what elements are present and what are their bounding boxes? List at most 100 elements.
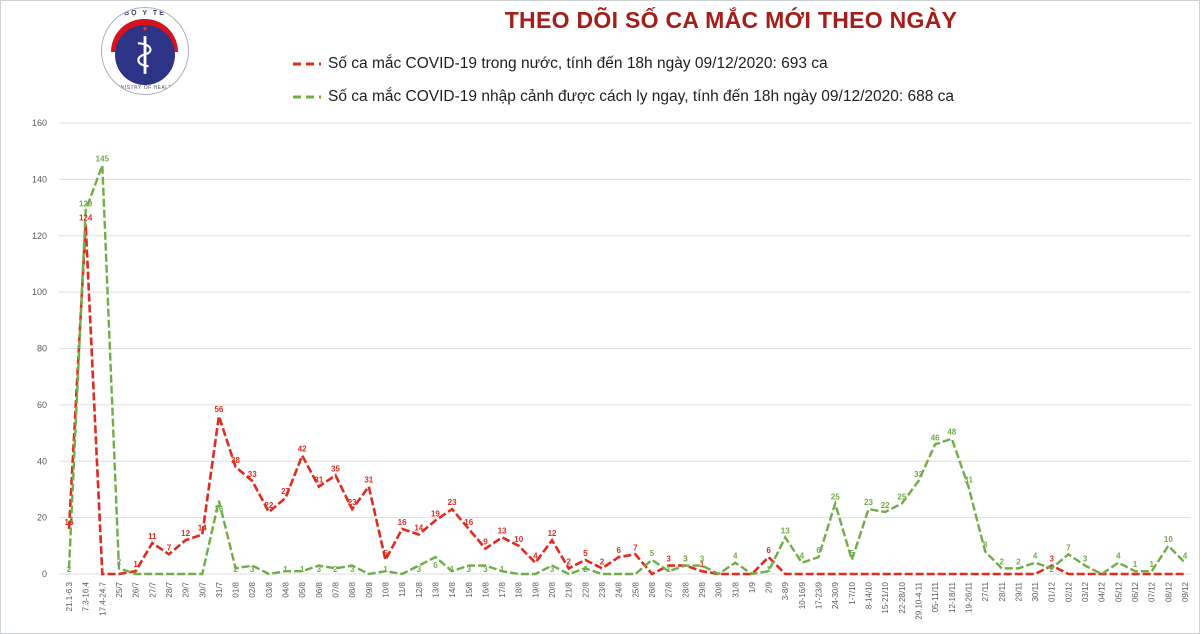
svg-text:145: 145 xyxy=(96,154,110,163)
svg-text:10-16/9: 10-16/9 xyxy=(798,581,807,609)
svg-text:25: 25 xyxy=(831,493,840,502)
page-title: THEO DÕI SỐ CA MẮC MỚI THEO NGÀY xyxy=(504,7,958,33)
red-dashed-line-icon xyxy=(293,62,321,66)
svg-text:3: 3 xyxy=(250,565,255,574)
svg-text:2: 2 xyxy=(67,565,72,574)
svg-text:26: 26 xyxy=(214,505,223,514)
svg-text:09/12: 09/12 xyxy=(1181,581,1190,602)
svg-text:30/7: 30/7 xyxy=(198,581,207,597)
svg-text:02/12: 02/12 xyxy=(1064,581,1073,602)
svg-text:17-23/9: 17-23/9 xyxy=(815,581,824,609)
svg-text:1: 1 xyxy=(283,565,288,574)
svg-text:38: 38 xyxy=(231,456,240,465)
svg-text:3: 3 xyxy=(1083,555,1088,564)
svg-text:2: 2 xyxy=(1050,565,1055,574)
svg-text:19/8: 19/8 xyxy=(531,581,540,597)
svg-text:33: 33 xyxy=(248,470,257,479)
svg-text:31: 31 xyxy=(364,476,373,485)
svg-text:6: 6 xyxy=(433,561,438,570)
rod-of-asclepius-icon xyxy=(137,36,152,74)
svg-text:21.1-6.3: 21.1-6.3 xyxy=(65,581,74,611)
logo-ring: BỘ Y TẾ ★ MINISTRY OF HEALTH xyxy=(101,7,189,95)
svg-text:3: 3 xyxy=(683,555,688,564)
svg-text:3: 3 xyxy=(683,555,688,564)
svg-text:12: 12 xyxy=(181,529,190,538)
svg-text:3: 3 xyxy=(666,555,671,564)
svg-text:3: 3 xyxy=(350,565,355,574)
legend-label-domestic: Số ca mắc COVID-19 trong nước, tính đến … xyxy=(328,55,828,72)
svg-text:04/12: 04/12 xyxy=(1098,581,1107,602)
svg-text:3: 3 xyxy=(550,565,555,574)
logo-navy-circle xyxy=(115,25,175,85)
svg-text:30/8: 30/8 xyxy=(715,581,724,597)
svg-text:3: 3 xyxy=(417,565,422,574)
svg-text:46: 46 xyxy=(931,433,940,442)
svg-text:33: 33 xyxy=(914,470,923,479)
svg-text:1/9: 1/9 xyxy=(748,581,757,593)
svg-text:07/8: 07/8 xyxy=(332,581,341,597)
legend-item-imported: Số ca mắc COVID-19 nhập cảnh được cách l… xyxy=(293,84,954,110)
svg-text:05-11/11: 05-11/11 xyxy=(931,581,940,612)
svg-text:27/7: 27/7 xyxy=(148,581,157,597)
svg-text:23: 23 xyxy=(348,498,357,507)
svg-text:7: 7 xyxy=(1066,543,1071,552)
svg-text:22: 22 xyxy=(264,501,273,510)
svg-text:10: 10 xyxy=(514,535,523,544)
svg-text:22/8: 22/8 xyxy=(581,581,590,597)
svg-text:09/8: 09/8 xyxy=(365,581,374,597)
svg-text:8: 8 xyxy=(983,540,988,549)
green-dashed-line-icon xyxy=(293,95,321,99)
svg-text:3-8/9: 3-8/9 xyxy=(781,581,790,600)
svg-text:20: 20 xyxy=(37,513,47,523)
legend-item-domestic: Số ca mắc COVID-19 trong nước, tính đến … xyxy=(293,51,954,77)
svg-text:27/11: 27/11 xyxy=(981,581,990,601)
svg-text:1: 1 xyxy=(133,560,138,569)
svg-text:16: 16 xyxy=(398,518,407,527)
svg-text:14: 14 xyxy=(198,524,207,533)
svg-text:16/8: 16/8 xyxy=(481,581,490,597)
svg-text:160: 160 xyxy=(32,118,47,128)
svg-text:4: 4 xyxy=(533,552,538,561)
svg-text:29.10-4.11: 29.10-4.11 xyxy=(914,581,923,619)
svg-text:1: 1 xyxy=(300,565,305,574)
svg-text:56: 56 xyxy=(214,405,223,414)
svg-text:1: 1 xyxy=(383,565,388,574)
svg-text:21/8: 21/8 xyxy=(565,581,574,597)
legend: Số ca mắc COVID-19 trong nước, tính đến … xyxy=(293,51,954,117)
svg-text:05/12: 05/12 xyxy=(1114,581,1123,602)
svg-text:100: 100 xyxy=(32,287,47,297)
svg-text:60: 60 xyxy=(37,400,47,410)
svg-text:13/8: 13/8 xyxy=(431,581,440,597)
svg-text:29/7: 29/7 xyxy=(182,581,191,597)
svg-text:10/8: 10/8 xyxy=(381,581,390,597)
svg-text:06/8: 06/8 xyxy=(315,581,324,597)
svg-text:31/8: 31/8 xyxy=(731,581,740,597)
svg-text:05/8: 05/8 xyxy=(298,581,307,597)
svg-text:26/8: 26/8 xyxy=(648,581,657,597)
svg-text:4: 4 xyxy=(800,552,805,561)
svg-text:40: 40 xyxy=(37,456,47,466)
svg-text:1: 1 xyxy=(766,565,771,574)
logo-top-text: BỘ Y TẾ xyxy=(124,10,166,17)
svg-text:14/8: 14/8 xyxy=(448,581,457,597)
svg-text:11: 11 xyxy=(148,532,157,541)
svg-text:1: 1 xyxy=(450,565,455,574)
svg-text:20/8: 20/8 xyxy=(548,581,557,597)
svg-text:02/8: 02/8 xyxy=(248,581,257,597)
ministry-of-health-logo: BỘ Y TẾ ★ MINISTRY OF HEALTH xyxy=(101,7,189,95)
svg-text:23: 23 xyxy=(864,498,873,507)
svg-text:31: 31 xyxy=(314,476,323,485)
svg-text:25/8: 25/8 xyxy=(631,581,640,597)
svg-text:2: 2 xyxy=(117,557,122,566)
svg-text:14: 14 xyxy=(414,524,423,533)
svg-text:6: 6 xyxy=(766,546,771,555)
svg-text:1: 1 xyxy=(700,560,705,569)
svg-text:01/8: 01/8 xyxy=(232,581,241,597)
svg-text:24-30/9: 24-30/9 xyxy=(831,581,840,609)
svg-text:29/8: 29/8 xyxy=(698,581,707,597)
svg-text:2/9: 2/9 xyxy=(765,581,774,593)
svg-text:27: 27 xyxy=(281,487,290,496)
svg-text:26/7: 26/7 xyxy=(132,581,141,597)
series-domestic-line xyxy=(67,224,1185,576)
svg-text:1: 1 xyxy=(500,565,505,574)
